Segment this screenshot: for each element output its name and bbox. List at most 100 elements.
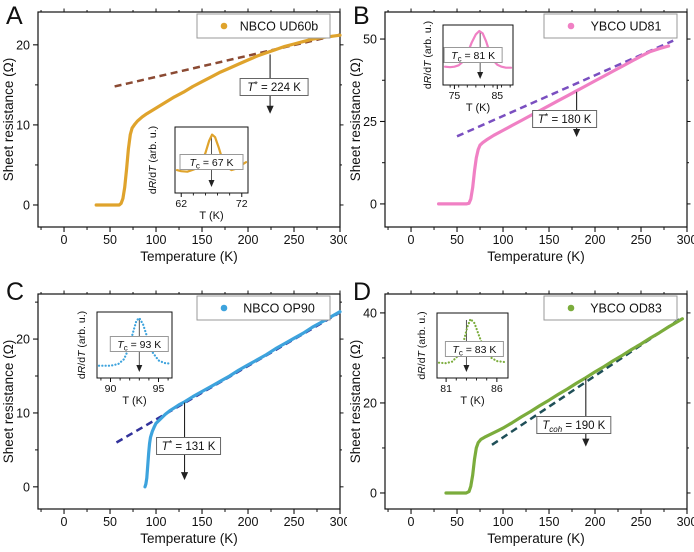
annotation-text: T* = 180 K: [538, 112, 592, 127]
legend-label: NBCO OP90: [243, 302, 315, 316]
label-part: = 180 K: [548, 114, 591, 126]
legend-marker-dot: [567, 22, 575, 30]
annotation-text: T* = 131 K: [162, 439, 216, 454]
tc-arrowhead: [208, 180, 215, 187]
x-tick-label: 50: [103, 515, 117, 529]
x-tick-label: 200: [585, 233, 606, 247]
x-axis-label: Temperature (K): [487, 249, 585, 264]
y-axis-label: Sheet resistance (Ω): [348, 340, 363, 463]
y-tick-label: 0: [370, 197, 377, 211]
label-part: (arb. u.): [416, 311, 428, 351]
x-tick-label: 250: [284, 515, 305, 529]
label-part: = 83 K: [463, 344, 497, 356]
label-part: (arb. u.): [422, 21, 434, 61]
inset-x-tick-label: 86: [491, 383, 503, 395]
panel-letter: B: [353, 2, 370, 30]
panel-letter: A: [6, 2, 23, 30]
tc-box: [109, 336, 169, 352]
label-part: /d: [422, 67, 434, 76]
legend-label: NBCO UD60b: [240, 20, 319, 34]
annotation-arrowhead: [573, 128, 581, 137]
inset-x-axis-label: T (K): [460, 395, 484, 407]
x-tick-label: 100: [146, 233, 167, 247]
y-tick-label: 0: [370, 486, 377, 500]
y-tick-label: 10: [16, 118, 30, 132]
legend-marker-dot: [220, 304, 228, 312]
tc-arrowhead: [477, 72, 484, 79]
legend-box: [196, 295, 331, 321]
panel-letter: D: [353, 278, 371, 306]
label-part: (arb. u.): [76, 311, 88, 351]
label-part: = 131 K: [172, 441, 215, 453]
panel-plot-svg: A 0 50 100 150 200 250 300 0 10 20 Temperature (K) S…: [1, 2, 347, 264]
x-tick-label: 150: [539, 233, 560, 247]
inset-x-tick-label: 95: [153, 383, 165, 395]
derivative-curve: [97, 316, 172, 367]
panel-letter: C: [6, 278, 24, 306]
label-part: coh: [549, 425, 562, 434]
annotation-box: [239, 78, 309, 96]
tc-text: Tc = 67 K: [190, 157, 234, 171]
inset-y-axis-label: dR/dT (arb. u.): [147, 126, 159, 194]
panel-plot-svg: B 0 50 100 150 200 250 300 0 25 50 Temperature (K) S…: [348, 2, 694, 264]
y-tick-label: 20: [363, 396, 377, 410]
legend-box: [196, 13, 331, 39]
label-part: *: [254, 80, 258, 90]
label-part: = 224 K: [258, 82, 301, 94]
tc-text: Tc = 93 K: [117, 339, 161, 353]
annotation-box: [532, 110, 598, 128]
tc-box: [179, 154, 244, 170]
resistance-curve: [94, 33, 342, 207]
axes-box: [384, 11, 688, 228]
y-tick-label: 40: [363, 306, 377, 320]
label-part: *: [169, 439, 173, 449]
label-part: R: [76, 365, 88, 373]
axes-box: [384, 293, 688, 510]
label-part: T: [451, 50, 459, 62]
x-tick-label: 200: [238, 233, 259, 247]
legend-marker-dot: [567, 304, 575, 312]
y-tick-label: 0: [23, 480, 30, 494]
inset-x-tick-label: 81: [440, 383, 452, 395]
legend-label: YBCO UD81: [591, 20, 662, 34]
label-part: d: [147, 188, 159, 194]
label-part: T: [247, 82, 255, 94]
x-tick-label: 150: [192, 233, 213, 247]
x-tick-label: 100: [493, 233, 514, 247]
tc-box: [443, 47, 503, 63]
x-axis-label: Temperature (K): [140, 249, 238, 264]
inset-x-tick-label: 90: [105, 383, 117, 395]
inset-derivative-plot: 75 85T (K)dR/dT (arb. u.) Tc = 81 K: [422, 21, 514, 114]
label-part: R: [416, 366, 428, 374]
inset-derivative-plot: 81 86T (K)dR/dT (arb. u.) Tc = 83 K: [416, 311, 509, 407]
tc-text: Tc = 81 K: [451, 50, 495, 64]
axes-box: [37, 11, 341, 228]
label-part: = 190 K: [562, 420, 605, 432]
x-tick-label: 100: [493, 515, 514, 529]
label-part: T: [190, 157, 198, 169]
label-part: T: [542, 420, 550, 432]
annotation-text: Tcoh = 190 K: [542, 420, 605, 434]
label-part: R: [147, 180, 159, 188]
x-axis-label: Temperature (K): [140, 531, 238, 546]
label-part: T: [162, 441, 170, 453]
axes-box: [37, 293, 341, 510]
x-tick-label: 0: [408, 515, 415, 529]
panel-c-nbco-op90: C 0 50 100 150 200 250 300 0 10 20 Temperature (K) S…: [0, 276, 347, 552]
x-tick-label: 0: [61, 233, 68, 247]
x-tick-label: 50: [450, 233, 464, 247]
label-part: c: [124, 343, 128, 352]
tc-text: Tc = 83 K: [452, 344, 496, 358]
panel-plot-svg: D 0 50 100 150 200 250 300 0 20 40 Temperature (K) S…: [348, 278, 694, 546]
tc-arrowhead: [463, 365, 470, 372]
y-axis-label: Sheet resistance (Ω): [348, 58, 363, 181]
label-part: c: [196, 161, 200, 170]
label-part: d: [76, 373, 88, 379]
y-tick-label: 25: [363, 115, 377, 129]
label-part: R: [422, 75, 434, 83]
tc-box: [444, 341, 504, 357]
label-part: c: [458, 54, 462, 63]
panel-a-nbco-ud60b: A 0 50 100 150 200 250 300 0 10 20 Temperature (K) S…: [0, 0, 347, 276]
derivative-curve: [437, 317, 508, 365]
annotation-text: T* = 224 K: [247, 80, 301, 95]
